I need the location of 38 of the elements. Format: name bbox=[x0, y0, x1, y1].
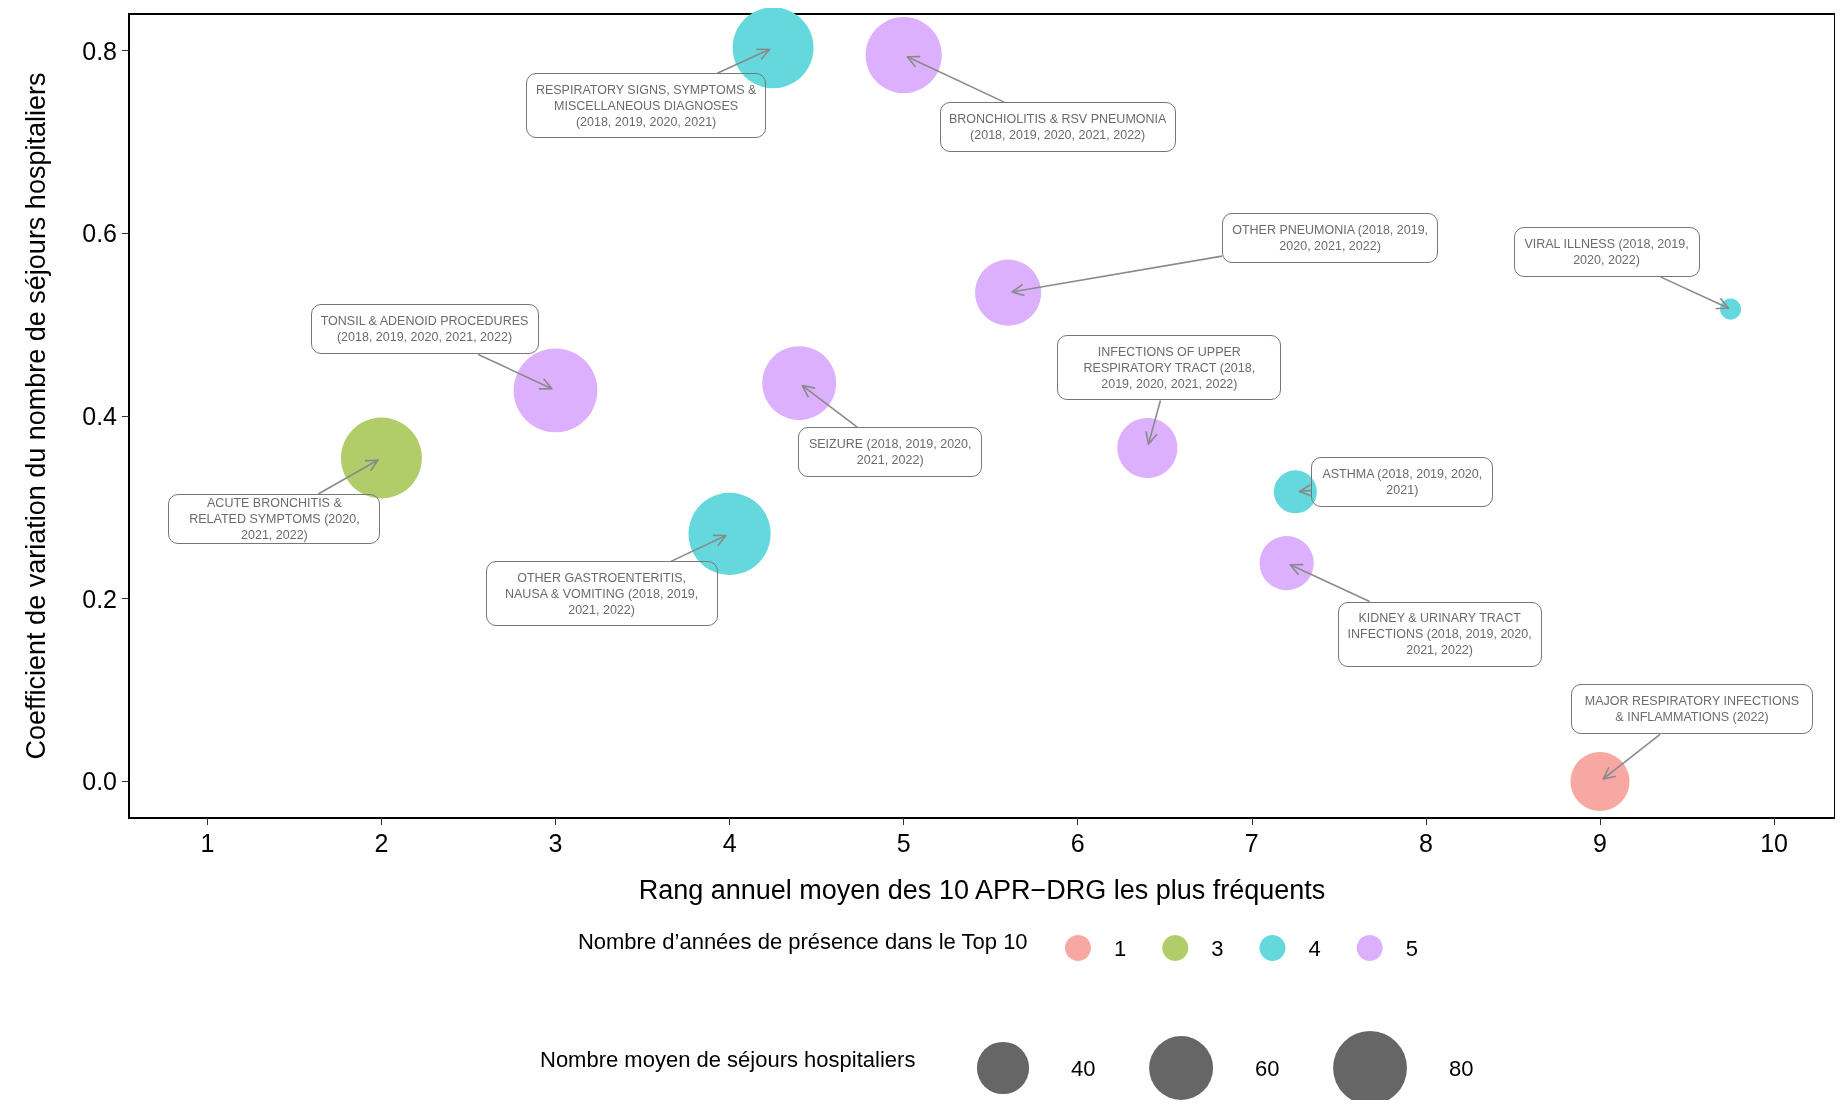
legend-label: 1 bbox=[1114, 935, 1127, 961]
y-tick-label: 0.6 bbox=[82, 219, 117, 248]
annotation: SEIZURE (2018, 2019, 2020, 2021, 2022) bbox=[807, 436, 973, 469]
x-tick-label: 6 bbox=[1070, 828, 1085, 857]
annotation: TONSIL & ADENOID PROCEDURES (2018, 2019, 2020, 2021, 2022) bbox=[319, 313, 530, 346]
x-axis-title: Rang annuel moyen des 10 APR−DRG les plus fréquents bbox=[638, 874, 1326, 905]
x-tick-label: 4 bbox=[722, 828, 737, 857]
legend-label: 5 bbox=[1405, 935, 1418, 961]
x-tick-label: 2 bbox=[374, 828, 389, 857]
annotation: VIRAL ILLNESS (2018, 2019, 2020, 2022) bbox=[1523, 236, 1690, 269]
x-tick-label: 10 bbox=[1760, 828, 1788, 857]
y-tick-label: 0.4 bbox=[82, 402, 118, 430]
annotation: BRONCHIOLITIS & RSV PNEUMONIA (2018, 2019, 2020, 2021, 2022) bbox=[948, 111, 1167, 144]
annotation: RESPIRATORY SIGNS, SYMPTOMS & MISCELLANEOUS DIAGNOSES (2018, 2019, 2020, 2021) bbox=[535, 81, 758, 130]
legend-label: 3 bbox=[1211, 935, 1224, 961]
y-axis-title: Coefficient de variation du nombre de séjours hospitaliers bbox=[20, 72, 51, 760]
y-tick-label: 0.2 bbox=[82, 584, 117, 613]
annotation: OTHER PNEUMONIA (2018, 2019, 2020, 2021, 2022) bbox=[1231, 221, 1430, 254]
y-tick-label: 0.8 bbox=[82, 36, 117, 65]
legend-label: 60 bbox=[1255, 1055, 1280, 1081]
x-tick-label: 3 bbox=[548, 828, 563, 857]
x-tick-label: 7 bbox=[1244, 828, 1259, 857]
annotation: KIDNEY & URINARY TRACT INFECTIONS (2018, 2019, 2020, 2021, 2022) bbox=[1346, 610, 1533, 659]
x-tick-label: 9 bbox=[1593, 828, 1607, 857]
annotation: MAJOR RESPIRATORY INFECTIONS & INFLAMMATIONS (2022) bbox=[1583, 693, 1801, 726]
annotation: ASTHMA (2018, 2019, 2020, 2021) bbox=[1321, 465, 1484, 498]
annotation: INFECTIONS OF UPPER RESPIRATORY TRACT (2018, 2019, 2020, 2021, 2022) bbox=[1082, 343, 1257, 392]
legend-title: Nombre d’années de présence dans le Top 10 bbox=[577, 928, 1028, 954]
x-tick-label: 8 bbox=[1418, 828, 1433, 857]
annotation: OTHER GASTROENTERITIS, NAUSA & VOMITING (2018, 2019, 2021, 2022) bbox=[504, 569, 700, 618]
legend-label: 40 bbox=[1071, 1055, 1096, 1081]
annotation: ACUTE BRONCHITIS & RELATED SYMPTOMS (2020, 2021, 2022) bbox=[188, 495, 361, 544]
x-tick-label: 5 bbox=[896, 828, 911, 857]
legend-label: 4 bbox=[1308, 935, 1321, 961]
text: Nombre moyen de séjours hospitaliers bbox=[540, 1046, 916, 1072]
y-tick-label: 0.0 bbox=[82, 767, 117, 796]
x-tick-label: 1 bbox=[200, 828, 215, 857]
legend-label: 80 bbox=[1448, 1055, 1474, 1081]
